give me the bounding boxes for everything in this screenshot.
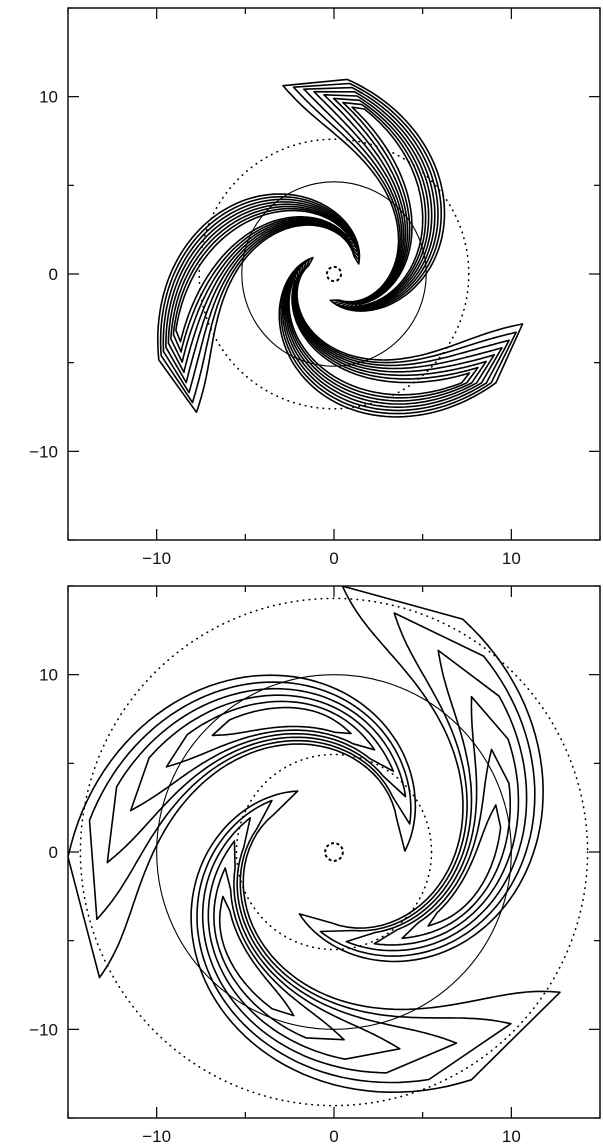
contour-level-6 xyxy=(427,804,502,927)
x-tick-label: 10 xyxy=(502,1127,521,1146)
contour-level-5 xyxy=(323,94,433,309)
contour-level-4 xyxy=(165,201,359,384)
spiral-arm-2 xyxy=(190,790,561,1093)
contour-level-1 xyxy=(298,586,544,963)
dotted-circle-1 xyxy=(198,138,470,410)
contour-level-1 xyxy=(282,78,446,312)
contour-level-3 xyxy=(106,687,407,864)
y-tick-label: 0 xyxy=(49,843,58,862)
contour-level-5 xyxy=(165,700,376,768)
contour-level-6 xyxy=(286,270,487,402)
y-tick-label: 0 xyxy=(49,265,58,284)
spiral-arm-3 xyxy=(282,78,446,312)
contour-level-1 xyxy=(68,674,417,979)
contour-level-3 xyxy=(281,261,510,412)
contour-level-5 xyxy=(401,748,511,940)
contour-level-3 xyxy=(201,817,458,1074)
core-dashed-ring xyxy=(324,842,344,862)
plot-area xyxy=(157,78,524,418)
contour-level-7 xyxy=(342,101,427,308)
contour-level-7 xyxy=(287,274,479,399)
y-tick-label: −10 xyxy=(29,442,58,461)
contour-level-1 xyxy=(278,256,524,418)
dotted-circle-2 xyxy=(79,597,589,1107)
contour-level-3 xyxy=(345,649,528,952)
contour-level-2 xyxy=(196,799,512,1084)
contour-level-2 xyxy=(159,195,360,404)
x-tick-label: 0 xyxy=(329,1127,338,1146)
core-dashed-ring xyxy=(325,265,343,283)
contour-level-6 xyxy=(332,97,430,308)
contour-level-7 xyxy=(172,207,353,353)
contour-level-2 xyxy=(319,612,536,957)
x-tick-label: −10 xyxy=(142,1127,171,1146)
contour-level-8 xyxy=(351,106,424,307)
contour-level-4 xyxy=(207,840,401,1060)
contour-level-1 xyxy=(190,790,561,1093)
top-contour-panel: −10 0 10 −10 0 10 xyxy=(29,7,601,568)
contour-level-5 xyxy=(167,203,357,374)
contour-level-6 xyxy=(218,895,295,1017)
contour-level-4 xyxy=(313,90,436,310)
contour-level-2 xyxy=(88,681,412,921)
bottom-contour-panel: −10 0 10 −10 0 10 xyxy=(29,585,601,1146)
contour-level-5 xyxy=(213,867,345,1041)
plot-area xyxy=(68,586,589,1107)
y-tick-label: −10 xyxy=(29,1020,58,1039)
contour-level-5 xyxy=(284,267,495,405)
contour-level-2 xyxy=(280,258,517,415)
y-tick-label: 10 xyxy=(39,88,58,107)
spiral-arm-1 xyxy=(68,674,417,979)
contour-level-1 xyxy=(157,193,361,414)
contour-level-6 xyxy=(170,205,356,363)
spiral-arm-1 xyxy=(157,193,361,414)
plot-frame xyxy=(67,585,601,1119)
x-tick-label: 0 xyxy=(329,549,338,568)
contour-level-4 xyxy=(129,694,395,812)
x-tick-label: −10 xyxy=(142,549,171,568)
contour-level-2 xyxy=(292,82,442,311)
contour-level-4 xyxy=(373,695,520,946)
y-tick-label: 10 xyxy=(39,666,58,685)
spiral-arm-3 xyxy=(298,586,544,963)
x-tick-label: 10 xyxy=(502,549,521,568)
contour-level-4 xyxy=(283,264,503,408)
contour-level-6 xyxy=(211,706,352,737)
dotted-circle-1 xyxy=(235,753,433,951)
spiral-arm-2 xyxy=(278,256,524,418)
contour-level-3 xyxy=(303,86,439,310)
contour-level-8 xyxy=(175,209,351,343)
contour-level-8 xyxy=(288,278,471,396)
contour-level-3 xyxy=(162,198,360,394)
